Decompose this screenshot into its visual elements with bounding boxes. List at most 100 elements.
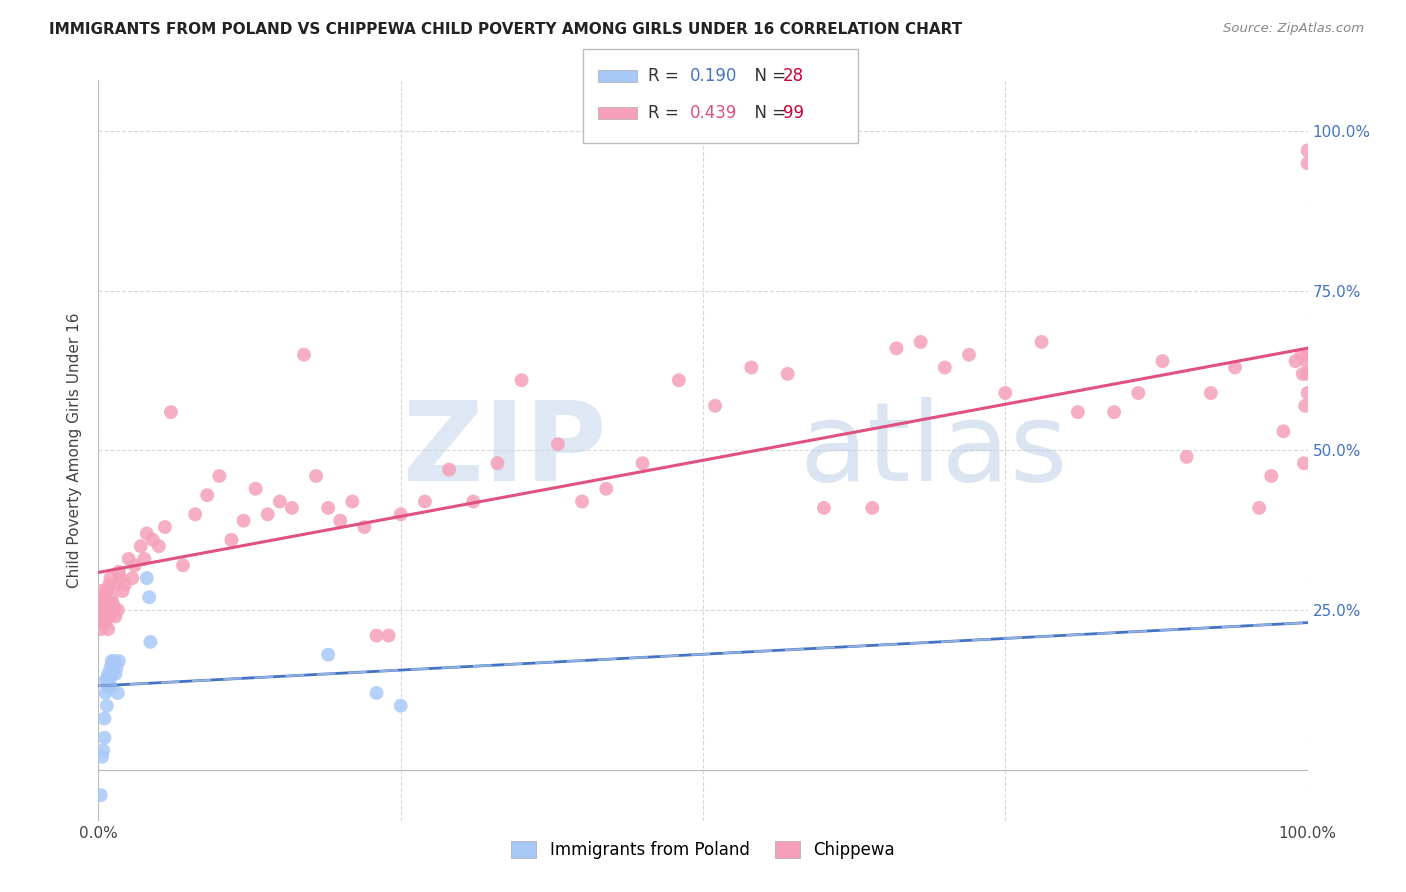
Point	[135, 526, 157, 541]
Point	[111, 583, 134, 598]
Point	[1294, 399, 1316, 413]
Point	[1175, 450, 1198, 464]
Point	[934, 360, 956, 375]
Point	[118, 552, 141, 566]
Point	[329, 514, 352, 528]
Point	[93, 609, 115, 624]
Point	[107, 686, 129, 700]
Point	[121, 571, 143, 585]
Point	[94, 673, 117, 688]
Point	[114, 577, 136, 591]
Point	[97, 622, 120, 636]
Text: 28: 28	[783, 67, 804, 85]
Point	[571, 494, 593, 508]
Point	[108, 565, 131, 579]
Point	[103, 654, 125, 668]
Point	[96, 583, 118, 598]
Point	[437, 462, 460, 476]
Point	[139, 635, 162, 649]
Point	[98, 673, 121, 688]
Point	[860, 500, 883, 515]
Point	[1296, 367, 1319, 381]
Point	[377, 629, 399, 643]
Legend: Immigrants from Poland, Chippewa: Immigrants from Poland, Chippewa	[505, 834, 901, 865]
Point	[97, 666, 120, 681]
Point	[100, 680, 122, 694]
Point	[93, 712, 115, 726]
Point	[101, 660, 124, 674]
Point	[100, 654, 122, 668]
Point	[104, 609, 127, 624]
Point	[142, 533, 165, 547]
Point	[97, 680, 120, 694]
Point	[100, 603, 122, 617]
Point	[269, 494, 291, 508]
Point	[100, 666, 122, 681]
Point	[100, 591, 122, 605]
Point	[1102, 405, 1125, 419]
Point	[1272, 425, 1295, 439]
Point	[105, 660, 128, 674]
Point	[668, 373, 690, 387]
Point	[93, 597, 115, 611]
Point	[100, 660, 122, 674]
Point	[134, 552, 156, 566]
Point	[1292, 367, 1315, 381]
Point	[389, 698, 412, 713]
Point	[104, 666, 127, 681]
Point	[101, 597, 124, 611]
Point	[153, 520, 176, 534]
Point	[316, 500, 339, 515]
Point	[1295, 354, 1317, 368]
Point	[98, 609, 121, 624]
Point	[1249, 500, 1271, 515]
Text: Source: ZipAtlas.com: Source: ZipAtlas.com	[1223, 22, 1364, 36]
Point	[91, 597, 114, 611]
Point	[105, 577, 128, 591]
Point	[135, 571, 157, 585]
Point	[245, 482, 267, 496]
Point	[96, 603, 118, 617]
Point	[1152, 354, 1174, 368]
Point	[91, 603, 114, 617]
Point	[103, 603, 125, 617]
Point	[91, 583, 114, 598]
Point	[886, 342, 908, 356]
Point	[342, 494, 364, 508]
Point	[93, 731, 115, 745]
Point	[413, 494, 436, 508]
Point	[184, 508, 207, 522]
Text: N =: N =	[744, 67, 792, 85]
Point	[281, 500, 304, 515]
Point	[124, 558, 146, 573]
Text: 0.439: 0.439	[690, 104, 738, 122]
Point	[107, 603, 129, 617]
Point	[1292, 456, 1315, 470]
Point	[96, 698, 118, 713]
Point	[1223, 360, 1246, 375]
Point	[148, 539, 170, 553]
Point	[1128, 386, 1150, 401]
Point	[1296, 348, 1319, 362]
Y-axis label: Child Poverty Among Girls Under 16: Child Poverty Among Girls Under 16	[67, 313, 83, 588]
Text: ZIP: ZIP	[404, 397, 606, 504]
Point	[510, 373, 533, 387]
Point	[256, 508, 278, 522]
Point	[994, 386, 1017, 401]
Point	[100, 571, 122, 585]
Point	[776, 367, 799, 381]
Text: R =: R =	[648, 67, 685, 85]
Point	[94, 591, 117, 605]
Point	[1296, 156, 1319, 170]
Text: 0.190: 0.190	[690, 67, 738, 85]
Point	[195, 488, 218, 502]
Point	[366, 686, 388, 700]
Point	[486, 456, 509, 470]
Point	[1199, 386, 1222, 401]
Point	[353, 520, 375, 534]
Point	[305, 469, 328, 483]
Point	[389, 508, 412, 522]
Point	[208, 469, 231, 483]
Point	[108, 654, 131, 668]
Point	[316, 648, 339, 662]
